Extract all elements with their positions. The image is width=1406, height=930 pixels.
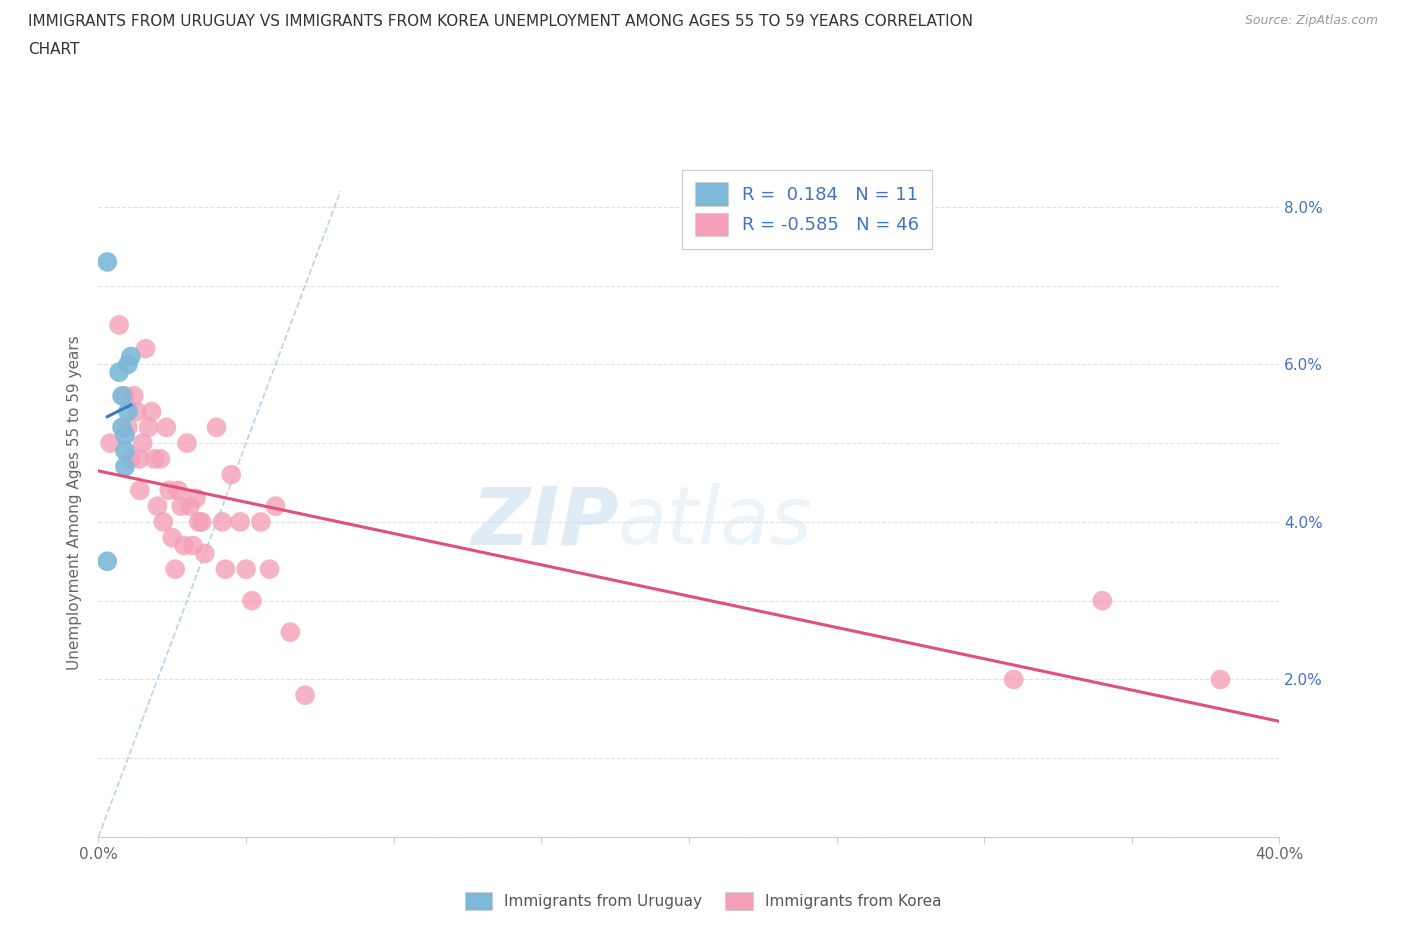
Point: [117, 420, 139, 435]
Point: [184, 491, 207, 506]
Point: [219, 467, 242, 482]
Point: [108, 317, 131, 332]
Text: Source: ZipAtlas.com: Source: ZipAtlas.com: [1244, 14, 1378, 27]
Point: [264, 498, 287, 513]
Point: [173, 538, 195, 553]
Point: [211, 514, 233, 529]
Point: [235, 562, 257, 577]
Point: [128, 483, 150, 498]
Point: [120, 349, 142, 364]
Point: [114, 389, 136, 404]
Point: [205, 420, 228, 435]
Point: [167, 483, 190, 498]
Point: [155, 420, 177, 435]
Y-axis label: Unemployment Among Ages 55 to 59 years: Unemployment Among Ages 55 to 59 years: [67, 335, 83, 670]
Point: [1002, 672, 1025, 687]
Legend: R =  0.184   N = 11, R = -0.585   N = 46: R = 0.184 N = 11, R = -0.585 N = 46: [682, 170, 932, 248]
Point: [120, 451, 142, 466]
Point: [1209, 672, 1232, 687]
Point: [149, 451, 172, 466]
Legend: Immigrants from Uruguay, Immigrants from Korea: Immigrants from Uruguay, Immigrants from…: [457, 884, 949, 918]
Point: [170, 498, 193, 513]
Point: [250, 514, 273, 529]
Point: [141, 405, 163, 419]
Point: [114, 459, 136, 474]
Point: [176, 435, 198, 450]
Point: [143, 451, 166, 466]
Text: ZIP: ZIP: [471, 484, 619, 562]
Point: [111, 389, 134, 404]
Point: [132, 435, 155, 450]
Point: [179, 498, 201, 513]
Point: [157, 483, 180, 498]
Point: [114, 428, 136, 443]
Point: [278, 625, 302, 640]
Point: [146, 498, 169, 513]
Point: [194, 546, 217, 561]
Point: [138, 420, 160, 435]
Point: [229, 514, 252, 529]
Point: [111, 420, 134, 435]
Point: [191, 514, 214, 529]
Text: CHART: CHART: [28, 42, 80, 57]
Point: [128, 451, 150, 466]
Text: atlas: atlas: [619, 484, 813, 562]
Point: [152, 514, 174, 529]
Point: [240, 593, 263, 608]
Point: [187, 514, 209, 529]
Point: [259, 562, 281, 577]
Point: [108, 365, 131, 379]
Point: [162, 530, 183, 545]
Point: [135, 341, 157, 356]
Point: [294, 688, 316, 703]
Text: IMMIGRANTS FROM URUGUAY VS IMMIGRANTS FROM KOREA UNEMPLOYMENT AMONG AGES 55 TO 5: IMMIGRANTS FROM URUGUAY VS IMMIGRANTS FR…: [28, 14, 973, 29]
Point: [1091, 593, 1114, 608]
Point: [117, 405, 139, 419]
Point: [98, 435, 121, 450]
Point: [122, 389, 145, 404]
Point: [114, 444, 136, 458]
Point: [96, 255, 118, 270]
Point: [165, 562, 187, 577]
Point: [214, 562, 236, 577]
Point: [96, 554, 118, 569]
Point: [125, 405, 148, 419]
Point: [181, 538, 204, 553]
Point: [117, 357, 139, 372]
